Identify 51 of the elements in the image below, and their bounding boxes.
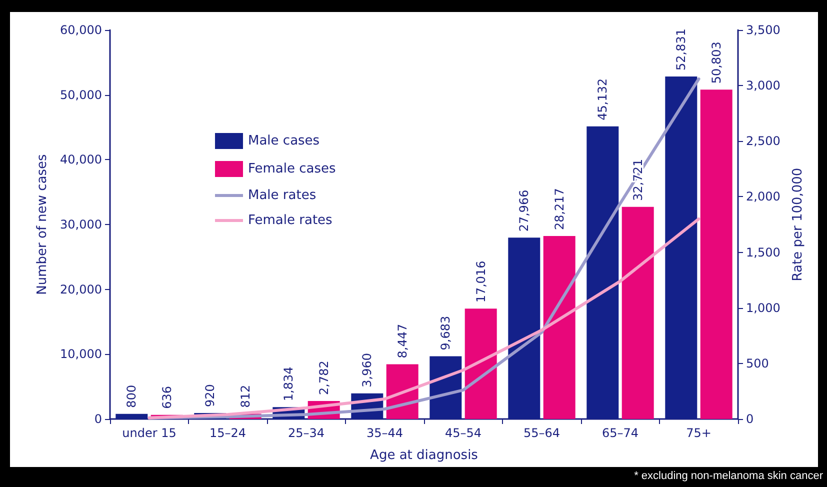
legend-label: Female rates bbox=[248, 213, 333, 228]
y-tick-label: 30,000 bbox=[60, 218, 102, 232]
legend-label: Female cases bbox=[248, 162, 336, 176]
y2-tick-label: 2,000 bbox=[746, 190, 780, 204]
text: * excluding non-melanoma skin cancer bbox=[634, 470, 823, 482]
data-label: 1,834 bbox=[282, 366, 296, 402]
x-tick-label: 65–74 bbox=[602, 426, 639, 440]
y-tick-label: 10,000 bbox=[60, 347, 102, 362]
y2-tick-label: 1,000 bbox=[746, 300, 780, 315]
legend-label: Male cases bbox=[248, 134, 320, 148]
x-tick-label: 25–34 bbox=[288, 426, 325, 440]
data-label: 27,966 bbox=[517, 190, 532, 232]
data-label: 32,721 bbox=[630, 158, 645, 201]
x-tick-label: 15–24 bbox=[209, 426, 246, 440]
x-tick-label: under 15 bbox=[122, 426, 176, 440]
y2-tick-label: 3,000 bbox=[746, 78, 780, 93]
data-label: 636 bbox=[160, 386, 174, 409]
data-label: 800 bbox=[124, 384, 139, 408]
data-label: 8,447 bbox=[395, 324, 410, 358]
x-tick-label: 45–54 bbox=[444, 426, 482, 440]
y2-tick-label: 3,500 bbox=[746, 23, 780, 37]
y2-tick-label: 0 bbox=[746, 412, 754, 426]
y2-axis-title: Rate per 100,000 bbox=[790, 168, 806, 282]
x-tick-label: 75+ bbox=[686, 426, 712, 440]
y-tick-label: 40,000 bbox=[60, 152, 102, 167]
y-axis-title: Number of new cases bbox=[35, 154, 50, 295]
legend-label: Male rates bbox=[248, 188, 316, 203]
data-label: 28,217 bbox=[552, 188, 566, 230]
data-label: 2,782 bbox=[316, 360, 331, 395]
y-tick-label: 50,000 bbox=[60, 88, 102, 102]
bar bbox=[543, 236, 576, 419]
data-label: 45,132 bbox=[596, 78, 610, 120]
y2-tick-label: 500 bbox=[746, 356, 769, 370]
y-tick-label: 60,000 bbox=[60, 23, 102, 37]
data-label: 9,683 bbox=[438, 316, 453, 350]
data-label: 50,803 bbox=[709, 42, 724, 84]
x-tick-label: 55–64 bbox=[523, 426, 560, 440]
data-label: 52,831 bbox=[674, 28, 688, 70]
data-label: 920 bbox=[203, 384, 218, 408]
y-tick-label: 20,000 bbox=[60, 282, 102, 296]
y2-tick-label: 2,500 bbox=[746, 134, 780, 148]
data-label: 812 bbox=[238, 384, 252, 408]
y2-tick-label: 1,500 bbox=[746, 245, 780, 260]
y-tick-label: 0 bbox=[94, 412, 102, 426]
bar bbox=[700, 90, 732, 419]
data-label: 3,960 bbox=[360, 352, 374, 388]
bar bbox=[622, 206, 654, 419]
data-label: 17,016 bbox=[474, 260, 488, 303]
bar bbox=[464, 308, 497, 419]
x-tick-label: 35–44 bbox=[366, 426, 404, 440]
x-axis-title: Age at diagnosis bbox=[370, 448, 478, 463]
